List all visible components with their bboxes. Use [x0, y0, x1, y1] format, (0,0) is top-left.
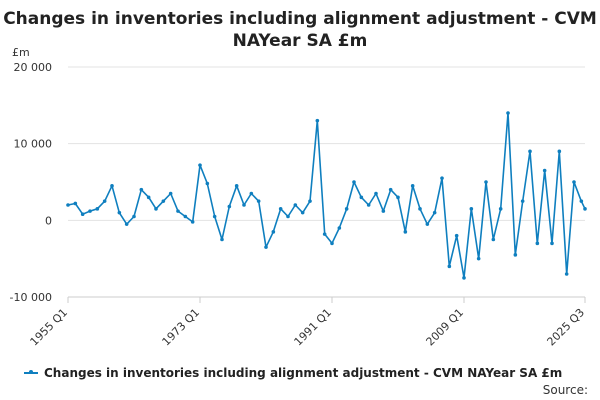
data-point — [102, 199, 107, 203]
data-point — [88, 209, 92, 213]
data-point — [491, 237, 496, 242]
y-tick-label: -10 000 — [10, 291, 52, 304]
data-point — [242, 203, 246, 207]
y-tick-label: 0 — [45, 214, 52, 227]
data-point — [564, 272, 569, 276]
data-point — [469, 207, 474, 211]
y-axis-label: £m — [12, 46, 30, 59]
data-point — [557, 149, 562, 154]
data-point — [190, 220, 195, 224]
data-point — [476, 256, 481, 261]
data-point — [425, 222, 430, 226]
data-point — [498, 207, 503, 211]
data-point — [220, 237, 224, 242]
data-point — [583, 207, 587, 211]
x-tick-label: 2009 Q1 — [424, 306, 467, 349]
legend: Changes in inventories including alignme… — [24, 366, 562, 380]
data-point — [110, 184, 114, 188]
data-point — [66, 203, 70, 207]
data-point — [454, 233, 459, 238]
data-point — [432, 210, 437, 215]
data-point — [212, 214, 217, 219]
data-point — [535, 241, 540, 246]
y-tick-label: 20 000 — [14, 61, 53, 74]
data-point — [352, 180, 356, 184]
gridlines — [68, 66, 585, 298]
x-axis: 1955 Q1 1973 Q1 1991 Q1 2009 Q1 2025 Q3 — [28, 296, 588, 349]
x-tick-label: 1991 Q1 — [292, 306, 335, 349]
x-tick-label: 2025 Q3 — [545, 306, 588, 349]
data-point — [124, 222, 129, 226]
data-point — [359, 195, 364, 200]
data-point — [278, 207, 283, 211]
data-point — [440, 176, 444, 180]
series-line — [67, 112, 586, 279]
data-point — [506, 111, 510, 115]
data-point — [337, 226, 342, 230]
data-point — [520, 199, 525, 203]
data-point — [381, 209, 386, 213]
data-point — [80, 212, 85, 216]
data-point — [161, 199, 166, 203]
data-point — [227, 204, 232, 209]
legend-label: Changes in inventories including alignme… — [44, 366, 563, 380]
y-axis-ticks: -10 000 0 10 000 20 000 — [10, 61, 52, 304]
data-point — [183, 214, 188, 219]
data-point — [176, 209, 180, 213]
x-tick-label: 1955 Q1 — [28, 306, 71, 349]
data-point — [308, 199, 312, 203]
data-point — [293, 203, 298, 207]
data-point — [344, 207, 349, 211]
data-point — [300, 210, 305, 215]
source-label: Source: — [542, 383, 588, 397]
data-point — [315, 118, 320, 123]
data-point — [256, 199, 261, 203]
data-point — [146, 195, 151, 200]
data-point — [528, 149, 532, 154]
data-point — [117, 210, 122, 215]
data-point — [271, 230, 276, 234]
data-point — [205, 181, 210, 186]
chart-title: Changes in inventories including alignme… — [3, 9, 597, 51]
data-point — [264, 245, 268, 249]
data-point — [462, 276, 466, 280]
data-point — [550, 241, 554, 246]
data-point — [132, 214, 136, 219]
data-point — [542, 168, 547, 173]
data-point — [418, 207, 422, 211]
data-point — [330, 241, 334, 246]
data-point — [447, 264, 452, 269]
data-point — [403, 230, 408, 234]
data-point — [410, 184, 415, 188]
data-point — [154, 207, 158, 211]
data-point — [484, 180, 488, 184]
data-point — [366, 203, 371, 207]
data-point — [396, 195, 400, 200]
data-point — [73, 201, 78, 206]
data-point — [139, 187, 144, 192]
data-point — [579, 199, 584, 203]
data-point — [168, 191, 173, 196]
data-point — [198, 163, 202, 167]
y-tick-label: 10 000 — [14, 138, 53, 151]
data-point — [388, 187, 393, 192]
legend-swatch — [24, 370, 38, 374]
data-series — [66, 111, 587, 280]
data-point — [322, 232, 327, 236]
data-point — [286, 214, 290, 219]
data-point — [513, 253, 518, 257]
x-tick-label: 1973 Q1 — [160, 306, 203, 349]
data-point — [95, 207, 100, 211]
data-point — [249, 191, 254, 196]
data-point — [374, 191, 378, 196]
data-point — [572, 180, 576, 184]
data-point — [234, 184, 239, 188]
